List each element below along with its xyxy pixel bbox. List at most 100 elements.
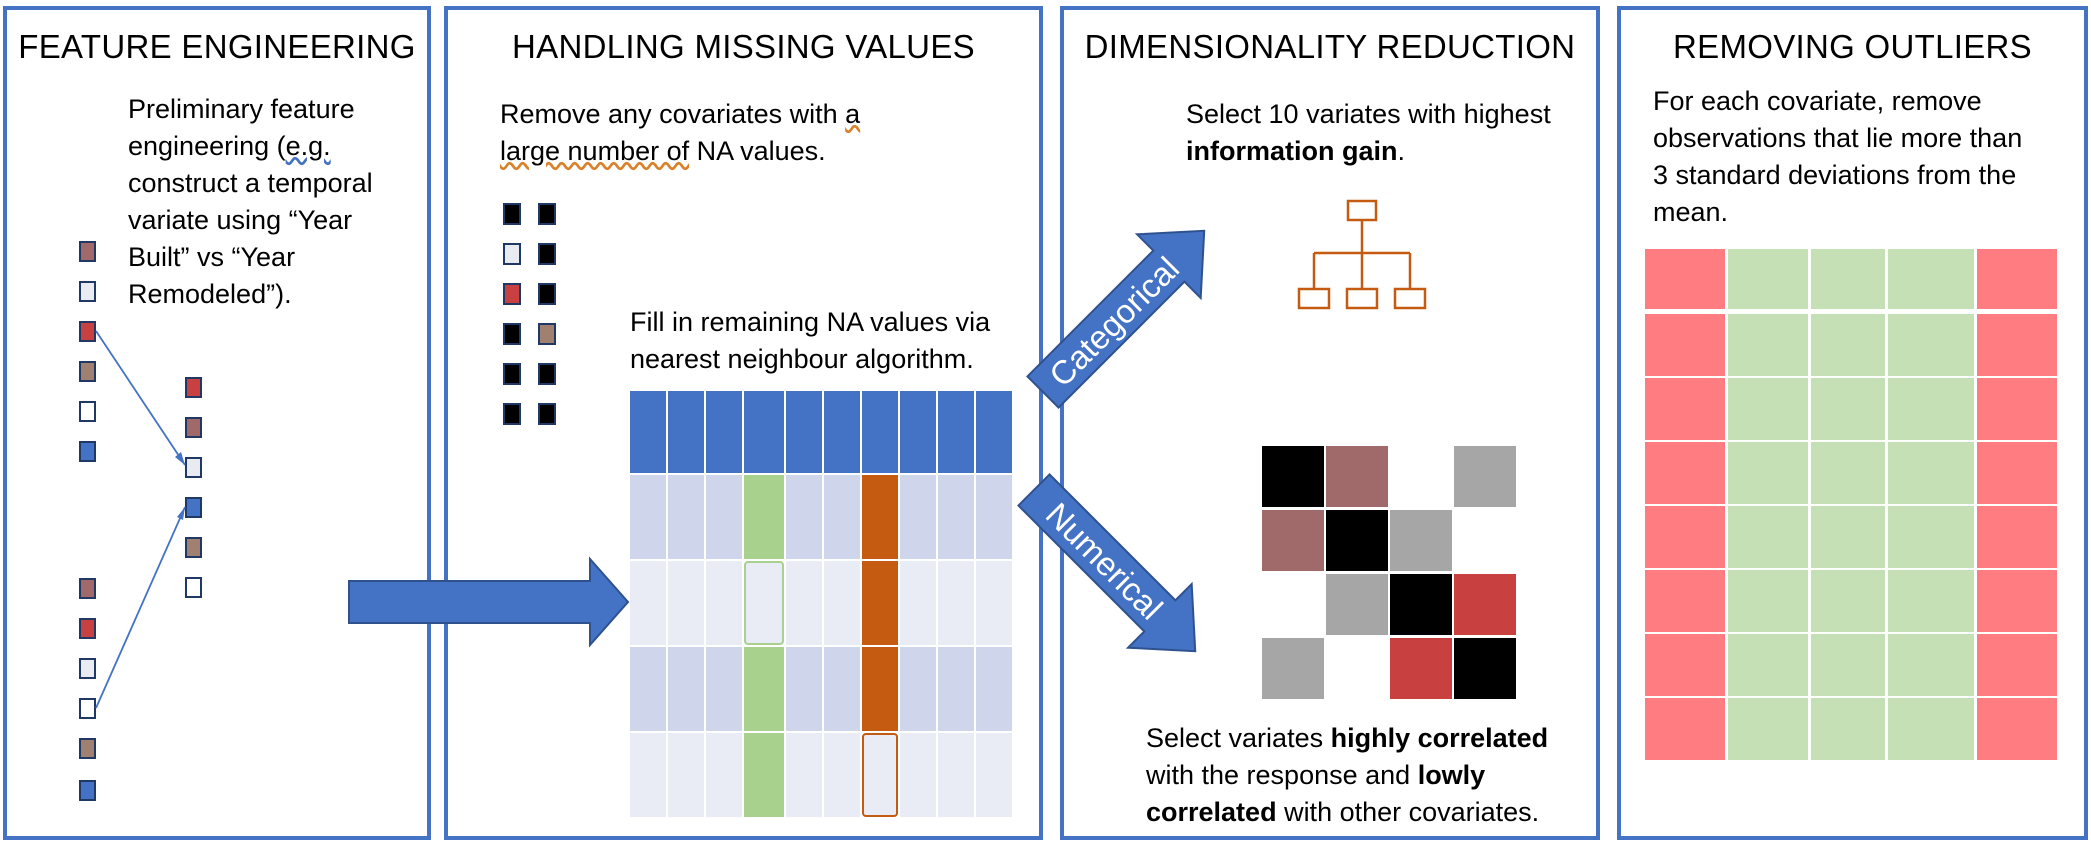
table-header-cell <box>668 391 704 473</box>
feature-swatch <box>79 658 96 679</box>
kept-cell <box>1811 378 1885 440</box>
num-line-1: Select variates highly correlated <box>1146 723 1549 753</box>
decision-tree-icon <box>1297 199 1427 310</box>
covariate-swatch <box>503 403 521 425</box>
table-header-cell <box>630 391 666 473</box>
table-cell <box>786 475 822 559</box>
feature-swatch <box>79 618 96 639</box>
table-cell <box>976 561 1012 645</box>
table-cell <box>706 647 742 731</box>
corr-cell <box>1454 446 1516 507</box>
outlier-cell <box>1977 249 2057 309</box>
table-cell <box>938 475 974 559</box>
fill-na-text: Fill in remaining NA values via nearest … <box>630 304 990 378</box>
table-cell <box>668 475 704 559</box>
kept-cell <box>1728 698 1808 760</box>
table-cell <box>630 647 666 731</box>
corr-cell <box>1262 638 1324 699</box>
corr-cell <box>1390 638 1452 699</box>
flow-arrow-icon <box>348 556 630 648</box>
kept-cell <box>1728 634 1808 696</box>
covariate-swatch <box>503 283 521 305</box>
table-header-cell <box>824 391 860 473</box>
table-cell <box>862 475 898 559</box>
table-cell <box>938 647 974 731</box>
table-header-cell <box>976 391 1012 473</box>
outlier-cell <box>1977 378 2057 440</box>
categorical-arrow-icon: Categorical <box>1026 229 1206 409</box>
connector-arrowhead <box>177 507 185 520</box>
outlier-cell <box>1977 570 2057 632</box>
constructed-swatch <box>185 377 202 398</box>
kept-cell <box>1811 570 1885 632</box>
covariate-swatch <box>538 203 556 225</box>
kept-cell <box>1728 378 1808 440</box>
outliers-line-2: observations that lie more than <box>1653 123 2023 153</box>
outlier-cell <box>1645 314 1725 376</box>
feature-swatch <box>79 578 96 599</box>
feature-swatch <box>79 441 96 462</box>
fe-text-line-1: Preliminary feature <box>128 94 355 124</box>
feature-swatch <box>79 738 96 759</box>
corr-cell <box>1262 510 1324 571</box>
kept-cell <box>1728 506 1808 568</box>
table-cell <box>824 561 860 645</box>
table-cell <box>976 475 1012 559</box>
table-cell <box>668 733 704 817</box>
outlier-cell <box>1645 249 1725 309</box>
constructed-swatch <box>185 457 202 478</box>
covariate-swatch <box>538 283 556 305</box>
kept-cell <box>1888 698 1974 760</box>
table-cell <box>900 561 936 645</box>
feature-swatch <box>79 281 96 302</box>
numerical-text: Select variates highly correlated with t… <box>1146 720 1548 831</box>
table-cell <box>744 733 784 817</box>
table-cell <box>786 647 822 731</box>
table-cell <box>862 647 898 731</box>
fill-line-2: nearest neighbour algorithm. <box>630 344 974 374</box>
outlier-cell <box>1645 378 1725 440</box>
kept-cell <box>1728 314 1808 376</box>
remove-covariates-text: Remove any covariates with a large numbe… <box>500 96 860 170</box>
constructed-swatch <box>185 537 202 558</box>
kept-cell <box>1888 506 1974 568</box>
covariate-swatch <box>538 323 556 345</box>
numerical-arrow-icon: Numerical <box>1017 473 1197 653</box>
numerical-label: Numerical <box>1039 495 1170 626</box>
kept-cell <box>1728 249 1808 309</box>
constructed-swatch <box>185 417 202 438</box>
table-header-cell <box>744 391 784 473</box>
covariate-swatch <box>503 203 521 225</box>
dimensionality-title: DIMENSIONALITY REDUCTION <box>1084 28 1576 65</box>
table-cell <box>744 475 784 559</box>
kept-cell <box>1888 570 1974 632</box>
fe-text-line-2: engineering (e.g. <box>128 131 331 161</box>
kept-cell <box>1728 570 1808 632</box>
table-cell <box>976 647 1012 731</box>
covariate-swatch <box>503 243 521 265</box>
table-cell <box>630 561 666 645</box>
feature-swatch <box>79 321 96 342</box>
table-cell <box>630 733 666 817</box>
cat-line-2: information gain. <box>1186 136 1406 166</box>
table-header-cell <box>900 391 936 473</box>
kept-cell <box>1888 249 1974 309</box>
table-cell <box>630 475 666 559</box>
num-line-3: correlated with other covariates. <box>1146 797 1540 827</box>
table-cell <box>900 475 936 559</box>
feature-engineering-title: FEATURE ENGINEERING <box>18 28 416 65</box>
fe-text-line-5: Built” vs “Year <box>128 242 296 272</box>
kept-cell <box>1888 442 1974 504</box>
connector-line <box>95 330 186 466</box>
table-cell <box>668 647 704 731</box>
covariate-swatch <box>503 323 521 345</box>
corr-cell <box>1390 510 1452 571</box>
table-cell <box>976 733 1012 817</box>
corr-cell <box>1454 574 1516 635</box>
correlation-matrix <box>1262 446 1517 702</box>
covariate-swatch <box>538 243 556 265</box>
table-cell <box>824 733 860 817</box>
data-table <box>630 391 1012 818</box>
kept-cell <box>1811 249 1885 309</box>
